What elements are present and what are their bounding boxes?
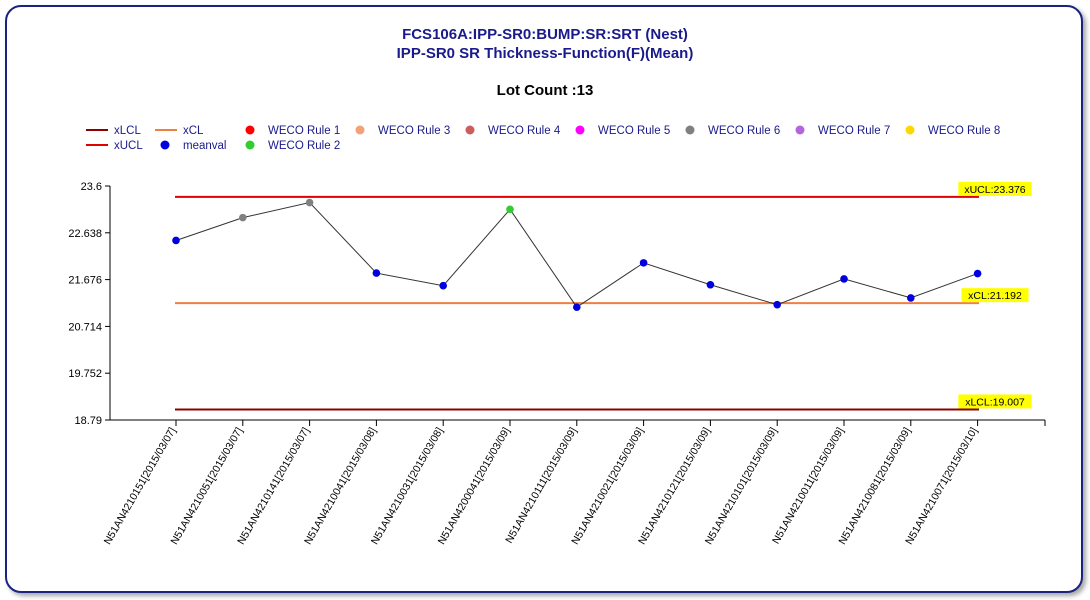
meanval-point <box>840 275 848 283</box>
meanval-point <box>973 269 982 278</box>
legend: xLCL xUCL xCL meanval WECO Rule 1 WECO Rule 2… <box>86 125 1000 152</box>
legend-item-weco-rule-5: WECO Rule 5 <box>575 125 670 137</box>
chart-subtitle: IPP-SR0 SR Thickness-Function(F)(Mean) <box>396 45 694 62</box>
y-tick-label: 21.676 <box>68 275 102 287</box>
legend-item-weco-rule-4: WECO Rule 4 <box>465 125 561 137</box>
xcl-label-bg <box>961 288 1029 303</box>
x-tick-label: N51AN4210041[2015/03/08] <box>302 425 379 546</box>
legend-label-xlcl: xLCL <box>114 125 141 137</box>
meanval-point <box>372 269 381 277</box>
x-tick-label: N51AN4210011[2015/03/09] <box>770 425 847 546</box>
legend-label-weco-rule-1: WECO Rule 1 <box>268 125 340 137</box>
legend-label-xcl: xCL <box>183 125 204 137</box>
legend-label-weco-rule-3: WECO Rule 3 <box>378 125 450 137</box>
legend-item-weco-rule-7: WECO Rule 7 <box>795 125 890 137</box>
y-tick-label: 22.638 <box>68 228 102 240</box>
control-limit-lines <box>175 195 979 411</box>
legend-swatch-weco-rule-5 <box>575 125 585 135</box>
legend-label-weco-rule-7: WECO Rule 7 <box>818 125 890 137</box>
legend-item-weco-rule-8: WECO Rule 8 <box>905 125 1000 137</box>
x-tick-label: N51AN4200041[2015/03/09] <box>436 425 513 546</box>
y-tick-label: 19.752 <box>68 368 102 380</box>
x-tick-label: N51AN4210031[2015/03/08] <box>369 425 446 546</box>
meanval-point <box>305 198 314 207</box>
legend-swatch-weco-rule-6 <box>685 125 695 135</box>
meanval-series <box>172 198 982 311</box>
meanval-point <box>907 294 915 302</box>
x-tick-label: N51AN4210141[2015/03/07] <box>235 425 312 546</box>
meanval-point <box>239 213 247 222</box>
legend-swatch-meanval <box>160 140 170 150</box>
meanval-point <box>773 300 781 309</box>
legend-swatch-weco-rule-3 <box>355 125 365 135</box>
legend-label-meanval: meanval <box>183 140 226 152</box>
legend-item-meanval: meanval <box>160 140 226 152</box>
legend-item-weco-rule-3: WECO Rule 3 <box>355 125 450 137</box>
legend-swatch-weco-rule-2 <box>245 140 255 150</box>
xucl-label-bg <box>958 181 1032 196</box>
legend-swatch-weco-rule-8 <box>905 125 915 135</box>
legend-label-weco-rule-6: WECO Rule 6 <box>708 125 780 137</box>
y-tick-label: 18.79 <box>74 415 102 427</box>
legend-item-xucl: xUCL <box>86 140 143 152</box>
legend-item-xlcl: xLCL <box>86 125 141 137</box>
meanval-point <box>439 281 448 290</box>
legend-label-weco-rule-5: WECO Rule 5 <box>598 125 670 137</box>
chart-frame <box>5 5 1083 593</box>
meanval-point <box>172 236 180 245</box>
xcl-label: xCL:21.192 <box>968 290 1022 302</box>
xlcl-label: xLCL:19.007 <box>965 396 1025 408</box>
meanval-point <box>706 280 715 289</box>
xlcl-label-bg <box>958 394 1032 409</box>
x-tick-label: N51AN4210111[2015/03/09] <box>503 425 579 545</box>
x-tick-label: N51AN4210051[2015/03/07] <box>168 425 245 546</box>
meanval-line <box>175 201 978 308</box>
legend-label-weco-rule-4: WECO Rule 4 <box>488 125 561 137</box>
xucl-label: xUCL:23.376 <box>964 184 1025 196</box>
control-limit-labels: xUCL:23.376 xCL:21.192 xLCL:19.007 <box>958 181 1032 409</box>
meanval-point <box>573 303 581 311</box>
legend-label-weco-rule-2: WECO Rule 2 <box>268 140 340 152</box>
legend-label-weco-rule-8: WECO Rule 8 <box>928 125 1000 137</box>
legend-item-weco-rule-6: WECO Rule 6 <box>685 125 780 137</box>
x-tick-label: N51AN4210121[2015/03/09] <box>636 425 713 546</box>
meanval-point <box>639 259 648 267</box>
legend-item-weco-rule-2: WECO Rule 2 <box>245 140 340 152</box>
chart-axes: 23.622.63821.67620.71419.75218.79N51AN42… <box>68 181 1046 547</box>
x-tick-label: N51AN4210101[2015/03/09] <box>703 425 780 546</box>
x-tick-label: N51AN4210151[2015/03/07] <box>102 425 179 546</box>
x-tick-label: N51AN4210071[2015/03/10] <box>903 425 980 546</box>
lot-count-label: Lot Count :13 <box>496 82 594 99</box>
meanval-point <box>506 205 514 214</box>
x-tick-label: N51AN4210021[2015/03/09] <box>569 425 646 546</box>
y-tick-label: 20.714 <box>68 321 102 333</box>
legend-item-xcl: xCL <box>155 125 204 137</box>
chart-title: FCS106A:IPP-SR0:BUMP:SR:SRT (Nest) <box>402 26 688 43</box>
legend-label-xucl: xUCL <box>114 140 143 152</box>
x-tick-label: N51AN4210081[2015/03/09] <box>836 425 913 546</box>
y-tick-label: 23.6 <box>81 181 102 193</box>
legend-swatch-weco-rule-7 <box>795 125 805 135</box>
legend-item-weco-rule-1: WECO Rule 1 <box>245 125 340 137</box>
legend-swatch-weco-rule-1 <box>245 125 255 135</box>
legend-swatch-weco-rule-4 <box>465 125 475 135</box>
